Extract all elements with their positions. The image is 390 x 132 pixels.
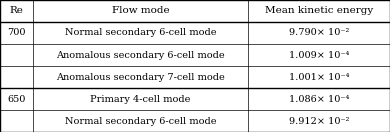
Text: Normal secondary 6-cell mode: Normal secondary 6-cell mode: [65, 29, 216, 37]
Text: Mean kinetic energy: Mean kinetic energy: [265, 6, 373, 15]
Text: 700: 700: [7, 29, 26, 37]
Text: 650: 650: [7, 95, 26, 103]
Text: 1.009× 10⁻⁴: 1.009× 10⁻⁴: [289, 51, 349, 60]
Text: 9.912× 10⁻²: 9.912× 10⁻²: [289, 117, 349, 126]
Text: Anomalous secondary 7-cell mode: Anomalous secondary 7-cell mode: [56, 72, 225, 81]
Text: 1.086× 10⁻⁴: 1.086× 10⁻⁴: [289, 95, 349, 103]
Text: Re: Re: [10, 6, 23, 15]
Text: Primary 4-cell mode: Primary 4-cell mode: [90, 95, 191, 103]
Text: 9.790× 10⁻²: 9.790× 10⁻²: [289, 29, 349, 37]
Text: Normal secondary 6-cell mode: Normal secondary 6-cell mode: [65, 117, 216, 126]
Text: Flow mode: Flow mode: [112, 6, 169, 15]
Text: Anomalous secondary 6-cell mode: Anomalous secondary 6-cell mode: [56, 51, 225, 60]
Text: 1.001× 10⁻⁴: 1.001× 10⁻⁴: [289, 72, 349, 81]
